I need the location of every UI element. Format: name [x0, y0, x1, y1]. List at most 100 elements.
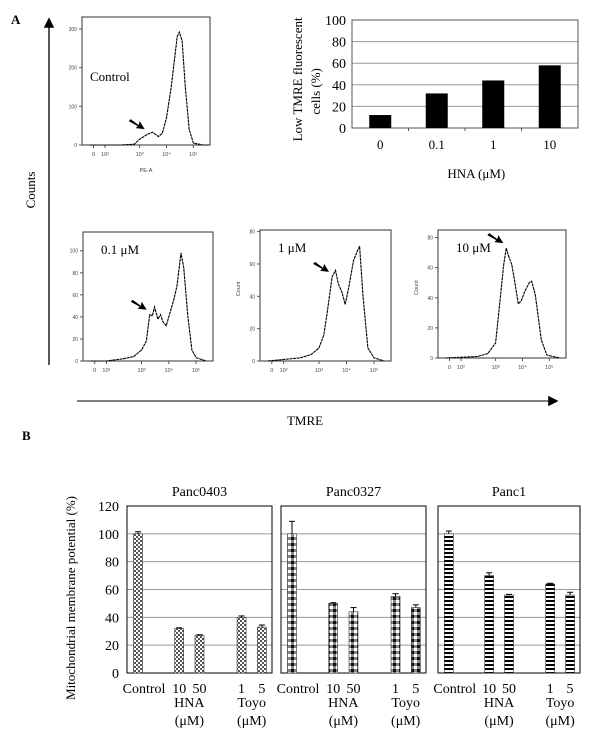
y-tick-label: 80: [72, 271, 78, 277]
panel-a-label: A: [11, 12, 21, 27]
histogram-point: [165, 325, 167, 327]
x-tick-label: 10: [326, 682, 340, 697]
histogram-point: [191, 349, 193, 351]
histogram-0.1: 0 20 40 60 80 100 0 10² 10³ 10⁴ 10⁵ 0.1 μM: [70, 231, 214, 374]
y-axis-label: Count: [236, 281, 242, 296]
histogram-point: [477, 356, 478, 357]
x-tick-label: 10⁵: [189, 151, 197, 158]
histogram-point: [300, 357, 301, 359]
x-tick-label: 5: [258, 682, 265, 697]
histogram-point: [187, 316, 189, 318]
bar: [236, 617, 247, 674]
panel-b-label: B: [22, 428, 31, 443]
x-tick-label: 10³: [136, 152, 144, 158]
x-tick-label: 0: [92, 152, 95, 158]
histogram-point: [203, 144, 204, 146]
group-label: Toyo: [546, 696, 575, 711]
histogram-point: [310, 354, 312, 355]
histogram-point: [121, 144, 122, 146]
histogram-point: [195, 357, 197, 358]
x-tick-label: 10³: [492, 365, 500, 371]
group-unit: (μM): [484, 714, 514, 729]
y-tick-label: 0: [252, 359, 255, 365]
bar: [174, 628, 184, 674]
histogram-point: [326, 312, 328, 313]
x-tick-label: 5: [567, 682, 574, 697]
y-axis-label: Count: [414, 280, 420, 295]
y-tick-label: 80: [427, 236, 433, 242]
arrow-icon: [487, 233, 504, 244]
histogram-point: [511, 264, 513, 265]
tmre-label: TMRE: [287, 413, 323, 428]
y-tick-label: 20: [249, 327, 255, 333]
y-tick-label: 20: [105, 639, 119, 654]
bar: [287, 533, 297, 674]
x-tick-label: 0: [448, 365, 451, 371]
bar-chart-panc0403: 0 20 40 60 80 100 120 Panc0403 Control 10 50 1 5 HNA (…: [98, 485, 273, 729]
histogram-point: [158, 136, 159, 137]
group-unit: (μM): [237, 714, 267, 729]
x-tick-label: 0: [93, 368, 96, 374]
histogram-point: [208, 144, 210, 146]
bar: [565, 594, 575, 674]
bar-chart-low-tmre: 0 20 40 60 80 100 0 0.1 1 10 HNA (μM) Low TMRE fluo…: [290, 14, 579, 181]
arrow-icon: [130, 299, 147, 310]
y-tick-label: 0: [75, 359, 78, 365]
histogram-point: [331, 276, 333, 278]
x-tick-label: Control: [433, 682, 476, 697]
plot-frame: [437, 229, 567, 359]
x-axis-label: PE-A: [140, 168, 153, 174]
y-tick-label: 60: [249, 262, 255, 268]
group-unit: (μM): [391, 714, 421, 729]
histogram-control: 0 100 200 300 0 10² 10³ 10⁴ 10⁵ PE-A Control: [69, 16, 211, 174]
y-tick-label: 20: [72, 337, 78, 343]
y-tick-label: 0: [74, 143, 77, 149]
y-tick-label: 40: [249, 294, 255, 300]
x-tick-label: 1: [547, 682, 554, 697]
histogram-point: [505, 247, 507, 249]
bar: [257, 626, 267, 674]
histogram-point: [152, 131, 153, 133]
histogram-point: [205, 360, 207, 362]
x-tick-label: 10²: [101, 152, 109, 158]
histogram-point: [139, 138, 140, 140]
x-tick-label: 1: [490, 137, 497, 152]
histogram-point: [520, 300, 522, 302]
histogram-point: [518, 303, 519, 305]
x-tick-label: 10: [482, 682, 496, 697]
histogram-point: [179, 31, 180, 33]
histogram-point: [335, 270, 336, 271]
x-tick-label: 10⁴: [165, 367, 174, 374]
histogram-point: [445, 357, 446, 359]
mmp-y-label: Mitochondrial membrane potential (%): [63, 496, 78, 700]
histogram-point: [106, 360, 107, 362]
bar: [484, 575, 494, 674]
chart-title: Panc1: [492, 485, 526, 500]
histogram-point: [188, 129, 190, 130]
histogram-point: [348, 287, 349, 289]
bar: [390, 596, 401, 674]
x-tick-label: 50: [193, 682, 207, 697]
y-tick-label: 20: [427, 326, 433, 332]
group-label: HNA: [174, 696, 205, 711]
x-axis-label: HNA (μM): [447, 166, 505, 181]
histogram-point: [524, 291, 525, 293]
histogram-point: [344, 304, 346, 305]
x-tick-label: 1: [392, 682, 399, 697]
group-label: HNA: [484, 696, 515, 711]
x-tick-label: 5: [412, 682, 419, 697]
x-tick-label: 10⁴: [518, 364, 527, 371]
x-tick-label: Control: [123, 682, 166, 697]
histogram-point: [149, 314, 151, 315]
bar-chart-panc0327: Panc0327 Control 10 50 1 5 HNA (μM) Toyo (μM): [277, 485, 427, 729]
y-tick-label: 60: [427, 266, 433, 272]
y-tick-label: 60: [72, 293, 78, 299]
histogram-point: [487, 353, 489, 354]
bar: [545, 583, 555, 674]
histogram-point: [267, 360, 269, 362]
y-axis-label: Low TMRE fluorescent: [290, 17, 305, 141]
histogram-point: [184, 86, 186, 88]
group-label: Toyo: [237, 696, 266, 711]
histogram-point: [141, 349, 142, 351]
histogram-point: [160, 314, 161, 315]
